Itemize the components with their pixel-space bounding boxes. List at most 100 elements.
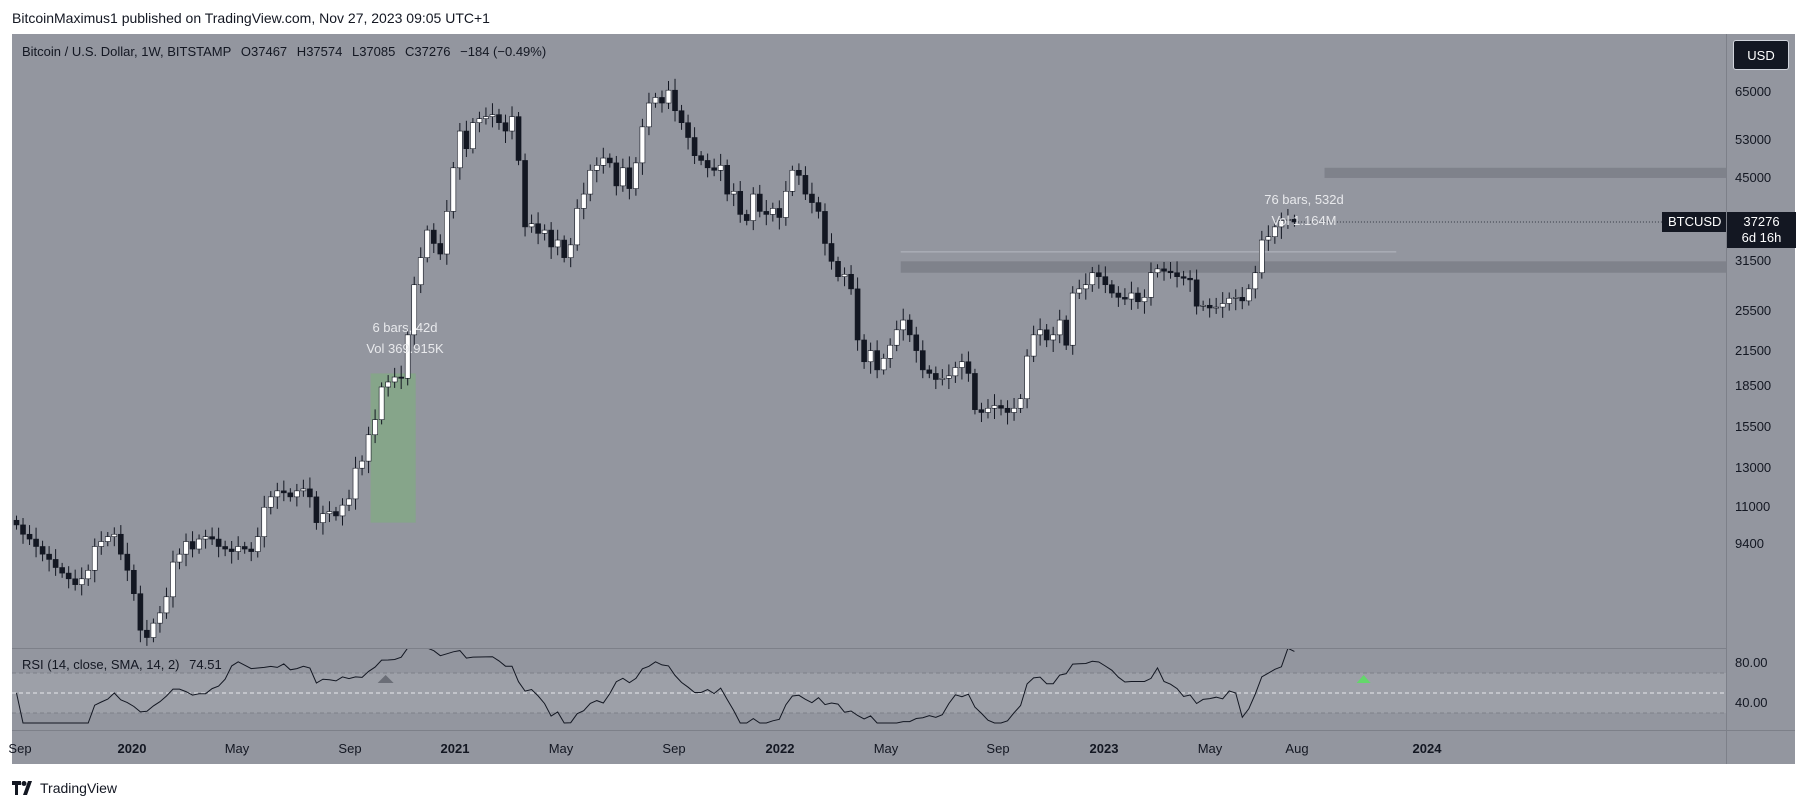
legend-open-label: O	[240, 44, 252, 59]
candle-body	[1174, 272, 1180, 277]
candle-body	[587, 169, 594, 195]
candle-body	[554, 239, 561, 248]
resistance-zone-1	[900, 261, 1726, 273]
candle-body	[822, 211, 828, 244]
measure-2-text: 76 bars, 532d Vol 1.164M	[1249, 192, 1359, 228]
candle-body	[274, 490, 281, 498]
candle-body	[235, 546, 241, 552]
candle-body	[913, 334, 920, 351]
tradingview-logo-icon	[12, 781, 32, 795]
candle-body	[939, 377, 946, 380]
candle-body	[574, 208, 581, 246]
candle-body	[561, 239, 567, 258]
candle-body	[1128, 292, 1135, 300]
rsi-label: RSI (14, close, SMA, 14, 2)	[22, 657, 180, 672]
candle-body	[541, 229, 548, 234]
candle-body	[404, 334, 411, 379]
candle-body	[26, 533, 33, 540]
candle-body	[398, 376, 404, 379]
candle-body	[854, 288, 861, 341]
candle-body	[1135, 292, 1141, 303]
candle-body	[1024, 355, 1030, 400]
candle-body	[828, 243, 835, 262]
time-tick: Sep	[986, 741, 1010, 756]
candle-body	[72, 578, 78, 585]
time-tick: 2022	[765, 741, 795, 756]
candle-body	[489, 114, 496, 117]
candle-body	[170, 561, 176, 598]
chart-frame: Bitcoin / U.S. Dollar, 1W, BITSTAMP O374…	[12, 34, 1796, 764]
price-tick: 9400	[1735, 536, 1764, 551]
candle-body	[261, 506, 268, 537]
candle-body	[352, 467, 359, 500]
candle-body	[450, 167, 457, 212]
candle-body	[1161, 268, 1167, 272]
footer-brand-text: TradingView	[40, 780, 118, 796]
price-axis[interactable]: USD 65000 53000 45000 31500 25500 21500 18500 1…	[1726, 34, 1796, 764]
candle-body	[691, 137, 698, 156]
candle-body	[1017, 398, 1024, 409]
candle-body	[1272, 226, 1278, 238]
candle-body	[867, 350, 874, 363]
candle-body	[1115, 292, 1122, 298]
price-tick: 15500	[1735, 419, 1772, 435]
candle-body	[359, 460, 365, 469]
candle-body	[1239, 297, 1246, 302]
candle-body	[665, 89, 672, 104]
candle-body	[1063, 319, 1070, 346]
candle-body	[1030, 334, 1037, 357]
candle-body	[607, 157, 613, 164]
candle-body	[1245, 288, 1252, 302]
candle-body	[248, 548, 255, 552]
candle-body	[137, 593, 144, 631]
candle-body	[789, 169, 796, 192]
last-price-value: 37276	[1743, 213, 1780, 229]
candle-body	[1252, 272, 1259, 290]
candle-body	[1076, 288, 1083, 294]
rsi-value: 74.51	[189, 657, 222, 672]
legend-low: 37085	[359, 44, 396, 59]
time-tick: May	[1197, 741, 1223, 756]
price-pane[interactable]: Bitcoin / U.S. Dollar, 1W, BITSTAMP O374…	[12, 34, 1726, 648]
candle-body	[333, 511, 339, 517]
candle-body	[1056, 319, 1063, 336]
candle-body	[848, 273, 854, 290]
candle-body	[796, 169, 802, 176]
candle-body	[444, 211, 450, 255]
candle-body	[711, 167, 717, 171]
candle-body	[378, 386, 385, 420]
legend-open: 37467	[251, 44, 288, 59]
rsi-signal-triangle	[1356, 675, 1371, 683]
candle-body	[1089, 272, 1096, 286]
candle-body	[300, 488, 307, 492]
candle-body	[267, 496, 274, 508]
candle-body	[1265, 236, 1272, 241]
currency-button[interactable]: USD	[1733, 40, 1789, 70]
legend-high-label: H	[296, 44, 307, 59]
candle-body	[1141, 297, 1148, 303]
price-tick: 11000	[1735, 499, 1771, 515]
symbol-tag: BTCUSD	[1662, 211, 1726, 232]
countdown: 6d 16h	[1741, 229, 1782, 245]
axis-corner	[1726, 730, 1795, 764]
candle-body	[535, 223, 541, 234]
time-axis[interactable]: Sep 2020 May Sep 2021 May Sep 2022 May Sep 2023 May…	[8, 730, 1726, 764]
candle-body	[144, 629, 150, 638]
measure-1-vol: Vol 369.915K	[366, 341, 444, 356]
candle-body	[1037, 329, 1043, 336]
candle-body	[972, 373, 978, 410]
measure-2-vol: Vol 1.164M	[1271, 213, 1337, 228]
price-chart-svg	[13, 78, 1726, 646]
candle-body	[613, 162, 620, 187]
candle-body	[385, 381, 391, 388]
legend-high: 37574	[306, 44, 343, 59]
candle-body	[1154, 268, 1161, 274]
candle-body	[933, 373, 939, 380]
time-tick: Sep	[8, 741, 32, 756]
legend-low-label: L	[351, 44, 360, 59]
candle-body	[1180, 276, 1187, 279]
candle-body	[1219, 303, 1226, 308]
footer-brand[interactable]: TradingView	[12, 780, 117, 796]
rsi-marker-triangle	[377, 675, 394, 683]
candle-body	[183, 541, 189, 555]
